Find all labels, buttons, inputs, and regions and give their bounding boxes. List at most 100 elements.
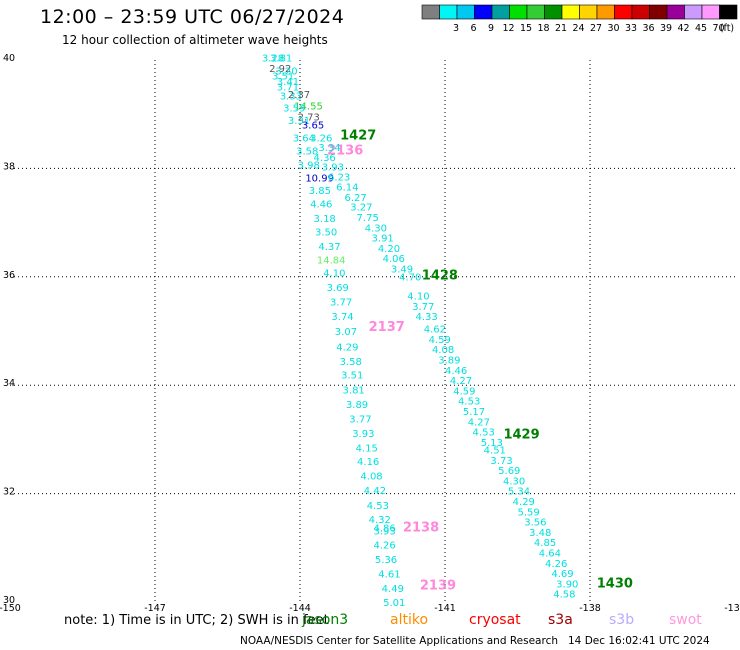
wave-height-value: 3.20 [275, 67, 297, 78]
colorbar-tick-label: 42 [677, 23, 689, 34]
wave-height-value: 3.85 [309, 186, 331, 197]
wave-height-value: 4.20 [378, 244, 400, 255]
colorbar-unit: (ft) [720, 23, 734, 34]
colorbar-swatch [719, 4, 738, 20]
page-title: 12:00 – 23:59 UTC 06/27/2024 [40, 6, 345, 28]
wave-height-value: 4.33 [416, 312, 438, 323]
colorbar-tick-label: 21 [555, 23, 567, 34]
wave-height-value: 4.58 [553, 590, 575, 601]
wave-height-value: 5.17 [463, 407, 485, 418]
colorbar-tick-label: 15 [520, 23, 532, 34]
latitude-tick-label: 40 [3, 53, 15, 64]
longitude-tick-label: -150 [0, 603, 21, 614]
colorbar-tick-label: 27 [590, 23, 602, 34]
wave-height-value: 3.58 [340, 357, 362, 368]
longitude-tick-label: -144 [289, 603, 311, 614]
footer-credit: NOAA/NESDIS Center for Satellite Applica… [240, 635, 558, 647]
latitude-tick-label: 34 [3, 378, 15, 389]
colorbar-swatch [596, 4, 615, 20]
wave-height-value: 4.30 [365, 223, 387, 234]
wave-height-value: 4.16 [357, 457, 379, 468]
wave-height-value: 4.46 [310, 199, 332, 210]
wave-height-value: 3.77 [349, 415, 371, 426]
wave-height-value: 4.26 [373, 540, 395, 551]
orbit-number-label: 2138 [403, 521, 439, 536]
wave-height-value: 3.71 [277, 82, 299, 93]
wave-height-value: 4.46 [445, 366, 467, 377]
page-subtitle: 12 hour collection of altimeter wave hei… [62, 33, 328, 47]
wave-height-value: 3.64 [293, 133, 315, 144]
wave-height-value: 4.10 [323, 268, 345, 279]
wave-height-value: 14.84 [317, 255, 346, 266]
colorbar-swatch [684, 4, 703, 20]
wave-height-value: 3.89 [346, 400, 368, 411]
wave-height-value: 3.69 [327, 283, 349, 294]
latitude-tick-label: 30 [3, 595, 15, 606]
orbit-number-label: 1429 [503, 427, 539, 442]
wave-height-value: 3.89 [438, 356, 460, 367]
wave-height-value: 3.56 [524, 518, 546, 529]
colorbar-swatch [701, 4, 720, 20]
wave-height-value: 3.93 [352, 429, 374, 440]
wave-height-value: 10.99 [305, 173, 334, 184]
wave-height-value: 3.93 [373, 526, 395, 537]
wave-height-value: 5.01 [383, 598, 405, 609]
wave-height-value: 3.34 [318, 143, 340, 154]
colorbar-tick-label: 36 [642, 23, 654, 34]
colorbar-tick-label: 45 [695, 23, 707, 34]
wave-height-value: 3.77 [330, 298, 352, 309]
wave-height-value: 5.69 [498, 466, 520, 477]
wave-height-value: 3.74 [331, 312, 353, 323]
wave-height-value: 4.29 [513, 497, 535, 508]
longitude-tick-label: -135 [724, 603, 740, 614]
axis-tick-labels: -150 -147 -144 -141 -138 -135 40 38 36 34 32 30 [0, 53, 740, 614]
wave-height-value: 4.08 [432, 345, 454, 356]
wave-height-value: 4.49 [382, 584, 404, 595]
wave-height-value: 3.51 [341, 371, 363, 382]
longitude-tick-label: -138 [579, 603, 601, 614]
satellite-legend-altiko: altiko [390, 612, 429, 628]
wave-height-value: 3.51 [272, 72, 294, 83]
latitude-tick-label: 38 [3, 161, 15, 172]
colorbar-swatch [614, 4, 633, 20]
wave-height-value: 4.42 [364, 486, 386, 497]
colorbar-tick-label: 30 [607, 23, 619, 34]
colorbar-swatch [561, 4, 580, 20]
wave-height-value: 3.81 [343, 385, 365, 396]
wave-height-value: 3.49 [391, 264, 413, 275]
colorbar-tick-label: 6 [470, 23, 476, 34]
wave-height-value: 3.58 [296, 146, 318, 157]
colorbar-tick-label: 24 [572, 23, 584, 34]
wave-height-value: 3.07 [335, 327, 357, 338]
wave-height-value: 4.86 [373, 524, 395, 535]
wave-height-values: 3.283.812.923.203.513.413.713.332.3714.5… [262, 54, 579, 609]
wave-height-value: 3.91 [372, 234, 394, 245]
colorbar-swatch [509, 4, 528, 20]
wave-height-value: 4.53 [367, 501, 389, 512]
orbit-number-label: 2137 [369, 320, 405, 335]
colorbar-swatch [439, 4, 458, 20]
orbit-number-label: 1427 [340, 129, 376, 144]
satellite-legend-s3b: s3b [609, 612, 635, 628]
colorbar-swatch [666, 4, 685, 20]
wave-height-value: 7.75 [357, 213, 379, 224]
footer-timestamp: 14 Dec 16:02:41 UTC 2024 [568, 635, 710, 647]
wave-height-value: 4.27 [468, 417, 490, 428]
colorbar-swatch [579, 4, 598, 20]
orbit-number-label: 2139 [420, 579, 456, 594]
colorbar-swatch [526, 4, 545, 20]
map-gridlines [10, 60, 735, 602]
wave-height-value: 3.65 [302, 120, 324, 131]
wave-height-value: 4.53 [458, 397, 480, 408]
colorbar-swatch [456, 4, 475, 20]
latitude-tick-label: 36 [3, 270, 15, 281]
colorbar-swatch [474, 4, 493, 20]
wave-height-value: 3.93 [322, 163, 344, 174]
colorbar-swatch [649, 4, 668, 20]
colorbar-tick-label: 9 [488, 23, 494, 34]
colorbar-tick-label: 3 [453, 23, 459, 34]
longitude-tick-label: -141 [434, 603, 456, 614]
wave-height-value: 4.59 [429, 335, 451, 346]
